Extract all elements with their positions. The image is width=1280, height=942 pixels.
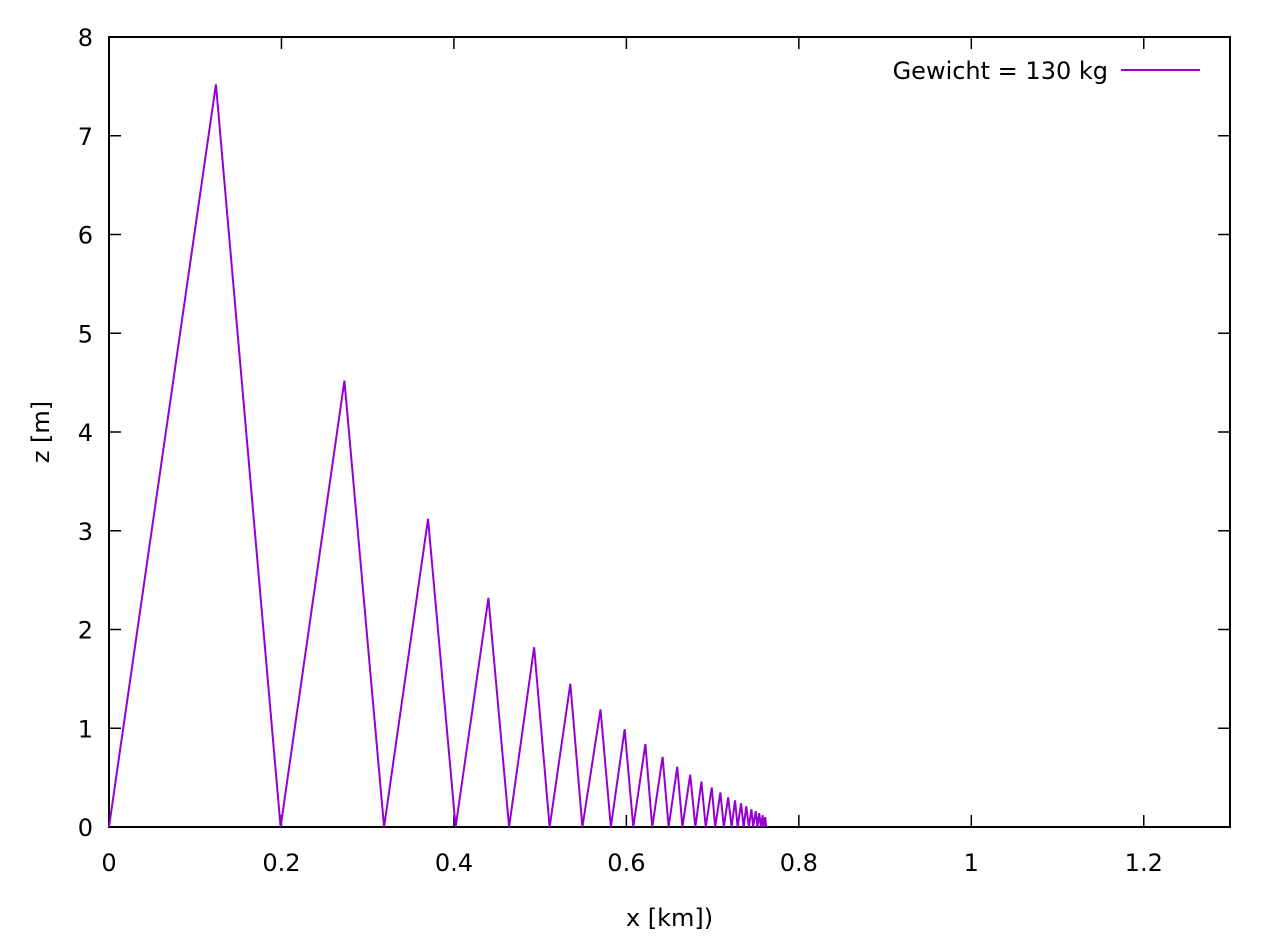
x-tick-label: 0 — [101, 849, 116, 877]
x-axis-label: x [km]) — [626, 904, 713, 932]
x-tick-label: 0.2 — [262, 849, 300, 877]
y-tick-label: 7 — [78, 123, 93, 151]
series-line — [108, 84, 768, 828]
y-tick-label: 3 — [78, 518, 93, 546]
y-tick-label: 4 — [78, 419, 93, 447]
y-tick-label: 6 — [78, 222, 93, 250]
y-tick-label: 8 — [78, 24, 93, 52]
x-tick-label: 1 — [964, 849, 979, 877]
y-tick-label: 2 — [78, 617, 93, 645]
plot-frame — [108, 36, 1231, 828]
ticks: 0 0.2 0.4 0.6 0.8 1 1.2 0 1 2 3 4 5 6 7 8 — [78, 24, 1230, 877]
y-axis-label: z [m] — [27, 401, 55, 463]
series-layer — [108, 84, 768, 828]
x-tick-label: 0.6 — [607, 849, 645, 877]
x-tick-label: 0.8 — [780, 849, 818, 877]
y-tick-label: 5 — [78, 320, 93, 348]
y-tick-label: 0 — [78, 814, 93, 842]
x-tick-label: 0.4 — [435, 849, 473, 877]
legend: Gewicht = 130 kg — [893, 57, 1200, 85]
legend-label: Gewicht = 130 kg — [893, 57, 1108, 85]
y-tick-label: 1 — [78, 715, 93, 743]
x-tick-label: 1.2 — [1125, 849, 1163, 877]
